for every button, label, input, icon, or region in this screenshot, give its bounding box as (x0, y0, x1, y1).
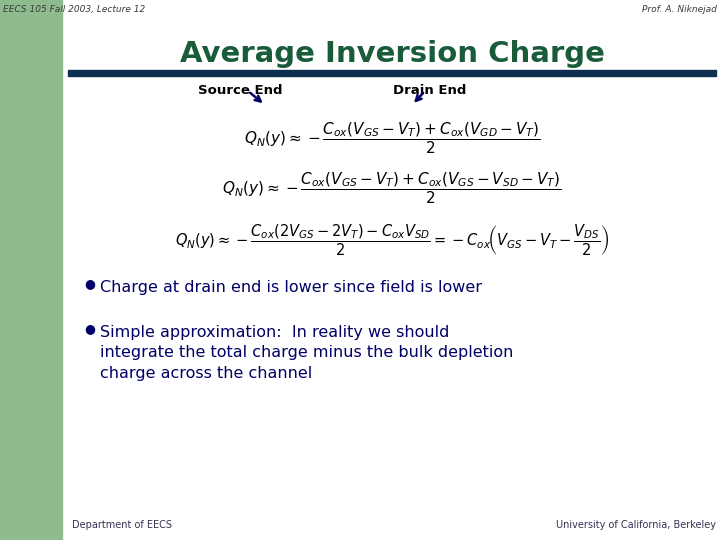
Text: University of California, Berkeley: University of California, Berkeley (556, 520, 716, 530)
Text: $Q_N(y) \approx -\dfrac{C_{ox}(V_{GS}-V_T)+C_{ox}(V_{GD}-V_T)}{2}$: $Q_N(y) \approx -\dfrac{C_{ox}(V_{GS}-V_… (243, 120, 541, 156)
Text: Simple approximation:  In reality we should
integrate the total charge minus the: Simple approximation: In reality we shou… (100, 325, 513, 381)
Text: Drain End: Drain End (393, 84, 467, 97)
Text: ●: ● (84, 277, 95, 290)
Text: EECS 105 Fall 2003, Lecture 12: EECS 105 Fall 2003, Lecture 12 (3, 5, 145, 14)
Text: Department of EECS: Department of EECS (72, 520, 172, 530)
FancyBboxPatch shape (68, 8, 716, 530)
Text: $Q_N(y) \approx -\dfrac{C_{ox}(V_{GS}-V_T)+C_{ox}(V_{GS}-V_{SD}-V_T)}{2}$: $Q_N(y) \approx -\dfrac{C_{ox}(V_{GS}-V_… (222, 170, 562, 206)
Text: ●: ● (84, 322, 95, 335)
Bar (0, 0, 62, 540)
Text: Charge at drain end is lower since field is lower: Charge at drain end is lower since field… (100, 280, 482, 295)
Text: Source End: Source End (198, 84, 282, 97)
Text: Average Inversion Charge: Average Inversion Charge (179, 40, 604, 68)
Text: Prof. A. Niknejad: Prof. A. Niknejad (642, 5, 717, 14)
Text: $Q_N(y) \approx -\dfrac{C_{ox}(2V_{GS}-2V_T)-C_{ox}V_{SD}}{2}= -C_{ox}\!\left(V_: $Q_N(y) \approx -\dfrac{C_{ox}(2V_{GS}-2… (175, 222, 609, 258)
Bar (68, 70, 716, 76)
